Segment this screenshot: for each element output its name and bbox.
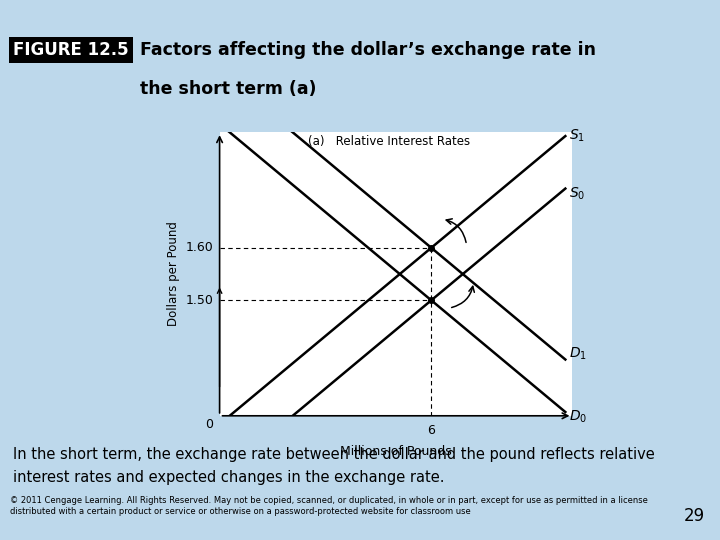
Text: 6: 6 <box>428 424 435 437</box>
Text: Factors affecting the dollar’s exchange rate in: Factors affecting the dollar’s exchange … <box>140 41 596 59</box>
Text: © 2011 Cengage Learning. All Rights Reserved. May not be copied, scanned, or dup: © 2011 Cengage Learning. All Rights Rese… <box>9 496 647 516</box>
Text: $D_1$: $D_1$ <box>569 346 587 362</box>
Text: 1.60: 1.60 <box>186 241 213 254</box>
Text: In the short term, the exchange rate between the dollar and the pound reflects r: In the short term, the exchange rate bet… <box>13 447 654 484</box>
Text: Millions of Pounds: Millions of Pounds <box>340 444 452 458</box>
Text: $D_0$: $D_0$ <box>569 409 587 426</box>
Text: 0: 0 <box>205 418 213 431</box>
Text: 29: 29 <box>683 507 705 525</box>
Text: Dollars per Pound: Dollars per Pound <box>167 221 180 327</box>
Text: (a)   Relative Interest Rates: (a) Relative Interest Rates <box>307 135 470 148</box>
Text: 1.50: 1.50 <box>185 294 213 307</box>
Text: $S_1$: $S_1$ <box>569 128 585 144</box>
Text: the short term (a): the short term (a) <box>140 80 317 98</box>
Text: $S_0$: $S_0$ <box>569 186 585 202</box>
Text: FIGURE 12.5: FIGURE 12.5 <box>13 41 129 59</box>
